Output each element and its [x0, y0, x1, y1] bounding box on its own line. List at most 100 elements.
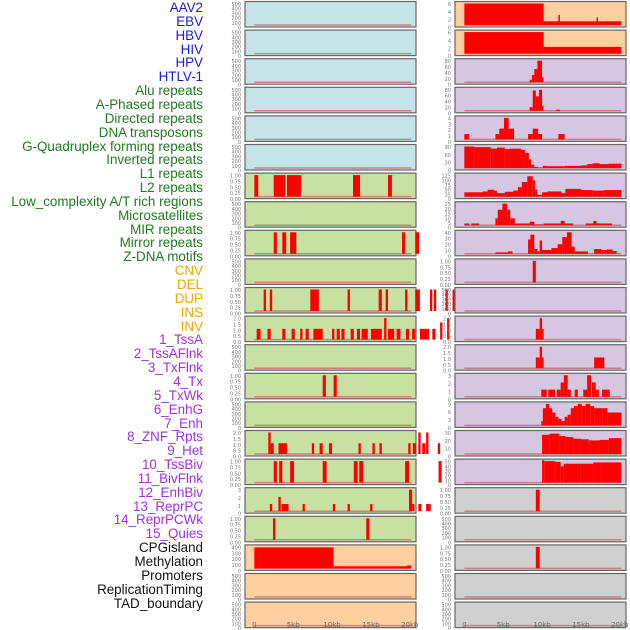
y-tick-label: 1 [238, 504, 241, 510]
track-label: 10_TssBiv [141, 457, 203, 473]
y-tick-label: 400 [441, 522, 451, 528]
y-tick-label: 300 [231, 69, 241, 75]
y-tick-label: 1.5 [233, 322, 241, 328]
signal-bar [433, 289, 437, 311]
signal-bar [532, 128, 539, 140]
signal-bar [599, 439, 609, 454]
y-tick-label: 400 [231, 407, 241, 413]
signal-bar [333, 566, 407, 569]
signal-bar [358, 443, 361, 454]
signal-bar [429, 289, 433, 311]
x-tick-label: 10kb [533, 621, 551, 629]
signal-bar [272, 518, 276, 540]
signal-bar [532, 260, 536, 283]
signal-bar [487, 189, 494, 197]
y-tick-label: 500 [231, 202, 241, 208]
signal-bar [361, 328, 368, 340]
signal-bar [405, 289, 408, 311]
y-tick-label: 400 [231, 350, 241, 356]
signal-bar [422, 443, 426, 454]
signal-bar [278, 496, 281, 512]
signal-bar [412, 504, 415, 512]
signal-bar [438, 461, 442, 483]
signal-bar [388, 328, 395, 340]
y-tick-label: 0.75 [440, 494, 451, 500]
y-tick-label: 400 [231, 35, 241, 41]
y-tick-label: 0 [448, 26, 451, 32]
y-tick-label: 0.0 [233, 455, 241, 461]
signal-bar [562, 237, 567, 254]
y-tick-label: 300 [231, 355, 241, 361]
y-tick-label: 300 [231, 154, 241, 160]
signal-bar [564, 223, 574, 226]
signal-bar [608, 163, 622, 168]
signal-bar [585, 223, 594, 226]
y-tick-label: 500 [231, 59, 241, 65]
y-tick-label: 100 [231, 78, 241, 84]
y-tick-label: 40 [445, 464, 451, 470]
track-label: EBV [176, 13, 203, 29]
signal-bar [591, 382, 596, 397]
track-label: Inverted repeats [106, 152, 203, 168]
y-tick-label: 0 [448, 455, 451, 461]
y-tick-label: 0.75 [440, 551, 451, 557]
track-label: CNV [174, 263, 203, 279]
x-tick-label: 15kb [572, 621, 590, 629]
signal-bar [570, 408, 574, 426]
y-tick-label: 200 [231, 274, 241, 280]
y-tick-label: 500 [231, 2, 241, 8]
y-tick-label: 300 [231, 97, 241, 103]
signal-bar [543, 21, 622, 25]
y-tick-label: 200 [441, 588, 451, 594]
right-panel-background [454, 372, 627, 400]
y-tick-label: 0 [448, 483, 451, 489]
y-tick-label: 30 [445, 469, 451, 475]
y-tick-label: 100 [231, 164, 241, 170]
y-tick-label: 0 [238, 83, 241, 89]
signal-bar [567, 389, 571, 397]
signal-bar [574, 251, 588, 254]
right-panel-background [454, 544, 627, 572]
left-panel-background [244, 344, 417, 371]
y-tick-label: 400 [441, 579, 451, 585]
track-label: Low_complexity A/T rich regions [11, 193, 203, 209]
y-tick-label: 30 [445, 431, 451, 437]
signal-bar [543, 223, 561, 226]
signal-bar [594, 408, 599, 426]
signal-bar [539, 240, 543, 254]
right-panel-background [454, 601, 627, 629]
y-tick-label: 0 [448, 397, 451, 403]
y-tick-label: 0 [448, 626, 451, 630]
signal-bar [552, 412, 556, 426]
y-tick-label: 0.25 [230, 534, 241, 540]
y-tick-label: 0.25 [230, 391, 241, 397]
signal-bar [573, 438, 581, 454]
track-label: 2_TssAFlnk [133, 346, 203, 362]
signal-bar [549, 433, 560, 454]
signal-bar [521, 149, 525, 168]
signal-bar [608, 438, 622, 454]
y-tick-label: 400 [231, 150, 241, 156]
signal-bar [557, 244, 563, 254]
signal-bar [604, 190, 622, 197]
signal-bar [353, 175, 361, 197]
y-tick-label: 90 [445, 145, 451, 151]
signal-bar [538, 89, 543, 111]
right-panel-background [454, 258, 627, 285]
signal-bar [405, 328, 410, 340]
signal-bar [535, 357, 540, 369]
signal-bar [549, 408, 553, 426]
track-label: INV [180, 318, 203, 334]
signal-bar [545, 403, 550, 426]
signal-bar [548, 389, 556, 397]
y-tick-label: 100 [231, 49, 241, 55]
y-tick-label: 60 [445, 153, 451, 159]
signal-bar [529, 79, 532, 83]
left-panel-background [244, 86, 417, 114]
y-tick-label: 0 [448, 312, 451, 318]
y-tick-label: 500 [231, 345, 241, 351]
y-tick-label: 0.0 [443, 369, 451, 375]
y-tick-label: 3 [448, 374, 451, 380]
y-tick-label: 0.25 [440, 277, 451, 283]
signal-bar [564, 165, 581, 168]
